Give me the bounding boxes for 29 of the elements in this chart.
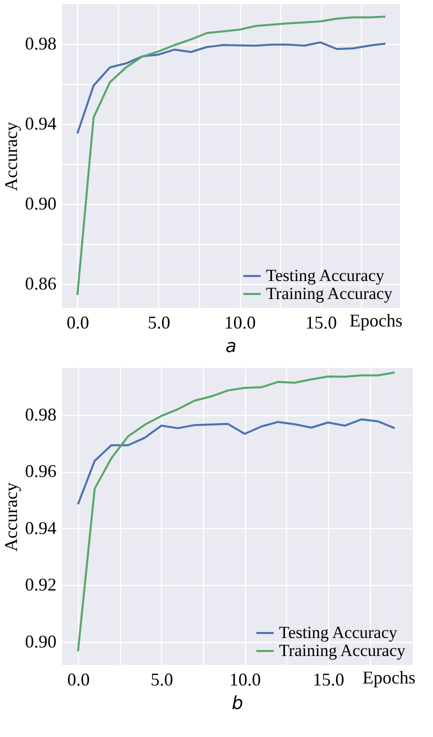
x-tick-label: 0.0 bbox=[66, 312, 90, 332]
line-series bbox=[76, 41, 386, 134]
x-tick-label: 10.0 bbox=[229, 670, 261, 690]
text: a bbox=[225, 336, 237, 357]
legend-label: Training Accuracy bbox=[266, 284, 393, 303]
y-tick-label: 0.94 bbox=[25, 114, 56, 134]
legend-label: Testing Accuracy bbox=[279, 623, 398, 642]
y-tick-label: 0.90 bbox=[25, 632, 56, 652]
y-tick-label: 0.90 bbox=[25, 194, 56, 214]
y-tick-label: 0.98 bbox=[25, 404, 56, 424]
x-tick-label: 10.0 bbox=[224, 312, 256, 332]
legend-label: Training Accuracy bbox=[279, 641, 406, 660]
x-tick-label: 15.0 bbox=[305, 312, 337, 332]
y-tick-label: 0.94 bbox=[25, 518, 56, 538]
y-tick-label: 0.98 bbox=[25, 34, 56, 54]
line-series bbox=[77, 418, 396, 506]
y-tick-label: 0.86 bbox=[25, 274, 56, 294]
legend-label: Testing Accuracy bbox=[266, 266, 385, 285]
x-tick-label: 5.0 bbox=[148, 312, 170, 332]
x-tick-label: 0.0 bbox=[67, 670, 90, 690]
y-tick-label: 0.92 bbox=[25, 574, 56, 595]
x-tick-label: 15.0 bbox=[312, 670, 344, 690]
y-axis-title: Accuracy bbox=[1, 122, 21, 191]
y-axis-title: Accuracy bbox=[1, 482, 21, 552]
text: b bbox=[232, 693, 244, 714]
x-tick-label: 5.0 bbox=[150, 670, 174, 690]
x-axis-title: Epochs bbox=[362, 668, 416, 688]
y-tick-label: 0.96 bbox=[25, 461, 56, 482]
x-axis-title: Epochs bbox=[350, 310, 402, 330]
